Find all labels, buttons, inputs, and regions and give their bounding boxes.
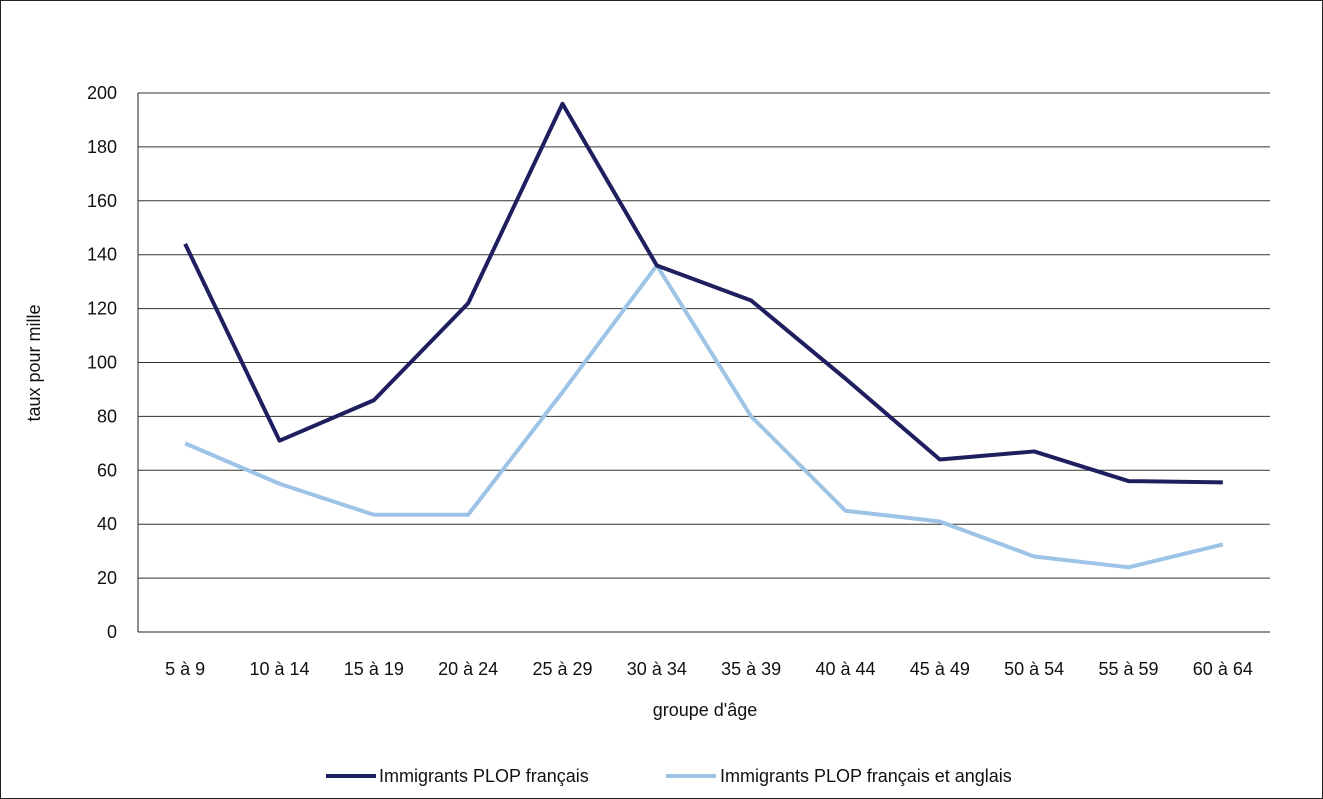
series-lines <box>183 101 1224 570</box>
y-tick-label: 0 <box>107 622 117 642</box>
x-tick-labels: 5 à 9 10 à 14 15 à 19 20 à 24 25 à 29 30 à 34… <box>165 659 1253 679</box>
y-tick-label: 20 <box>97 568 117 588</box>
y-tick-label: 100 <box>87 353 117 373</box>
x-tick-label: 5 à 9 <box>165 659 205 679</box>
x-axis-label: groupe d'âge <box>653 700 758 720</box>
x-tick-label: 55 à 59 <box>1098 659 1158 679</box>
x-tick-label: 25 à 29 <box>532 659 592 679</box>
x-tick-label: 60 à 64 <box>1193 659 1253 679</box>
y-tick-label: 40 <box>97 514 117 534</box>
y-tick-label: 180 <box>87 137 117 157</box>
y-tick-label: 140 <box>87 245 117 265</box>
x-tick-label: 10 à 14 <box>249 659 309 679</box>
legend-label-0: Immigrants PLOP français <box>379 766 589 786</box>
x-tick-label: 20 à 24 <box>438 659 498 679</box>
gridlines <box>137 92 1270 633</box>
series-line-1 <box>184 263 1224 570</box>
x-tick-label: 40 à 44 <box>815 659 875 679</box>
series-line-0 <box>183 101 1223 485</box>
y-axis-label: taux pour mille <box>24 304 44 421</box>
y-tick-label: 120 <box>87 299 117 319</box>
x-tick-label: 50 à 54 <box>1004 659 1064 679</box>
x-tick-label: 15 à 19 <box>344 659 404 679</box>
x-tick-label: 45 à 49 <box>910 659 970 679</box>
y-tick-labels: 0 20 40 60 80 100 120 140 160 180 200 <box>87 83 117 642</box>
x-tick-label: 30 à 34 <box>627 659 687 679</box>
y-tick-label: 80 <box>97 406 117 426</box>
y-tick-label: 200 <box>87 83 117 103</box>
legend: Immigrants PLOP français Immigrants PLOP … <box>326 766 1012 786</box>
x-tick-label: 35 à 39 <box>721 659 781 679</box>
y-tick-label: 160 <box>87 191 117 211</box>
legend-label-1: Immigrants PLOP français et anglais <box>720 766 1012 786</box>
y-tick-label: 60 <box>97 460 117 480</box>
